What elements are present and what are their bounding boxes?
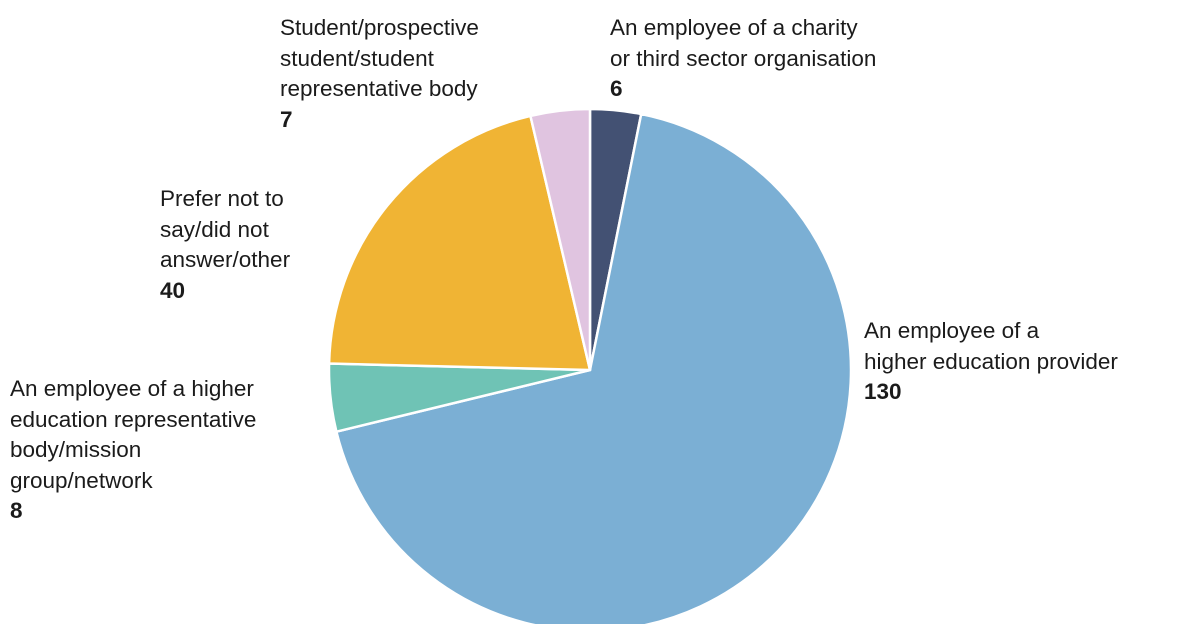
label-he-provider-line-1: An employee of a bbox=[864, 318, 1040, 343]
label-prefer-not-to-say-line-1: Prefer not to bbox=[160, 186, 284, 211]
slice-prefer-not-to-say bbox=[327, 114, 592, 372]
label-student-line-1: Student/prospective bbox=[280, 15, 479, 40]
label-he-representative-body-line-4: group/network bbox=[10, 467, 153, 493]
label-charity-line-2: or third sector organisation bbox=[610, 45, 877, 71]
label-he-provider-line-2: higher education provider bbox=[864, 348, 1118, 374]
label-he-representative-body-line-2: education representative bbox=[10, 406, 257, 432]
label-charity-line-1: An employee of a charity bbox=[610, 15, 858, 40]
label-student-line-3: representative body bbox=[280, 76, 478, 101]
label-prefer-not-to-say-line-3: answer/other bbox=[160, 247, 291, 272]
value-charity: 6 bbox=[610, 76, 623, 101]
slice-student bbox=[529, 107, 592, 372]
label-he-representative-body-line-3: body/mission bbox=[10, 437, 142, 462]
value-student: 7 bbox=[280, 106, 293, 132]
label-student-line-2: student/student bbox=[280, 45, 434, 71]
slice-he-provider bbox=[335, 112, 853, 624]
label-prefer-not-to-say-line-2: say/did not bbox=[160, 216, 269, 242]
label-he-representative-body-line-1: An employee of a higher bbox=[10, 376, 254, 401]
label-student: Student/prospective student/student repr… bbox=[280, 13, 479, 135]
label-prefer-not-to-say: Prefer not to say/did not answer/other 4… bbox=[160, 184, 290, 306]
label-charity: An employee of a charity or third sector… bbox=[610, 13, 876, 105]
value-prefer-not-to-say: 40 bbox=[160, 277, 186, 303]
label-he-provider: An employee of a higher education provid… bbox=[864, 316, 1118, 408]
value-he-representative-body: 8 bbox=[10, 498, 23, 523]
label-he-representative-body: An employee of a higher education repres… bbox=[10, 374, 256, 527]
value-he-provider: 130 bbox=[864, 379, 902, 404]
